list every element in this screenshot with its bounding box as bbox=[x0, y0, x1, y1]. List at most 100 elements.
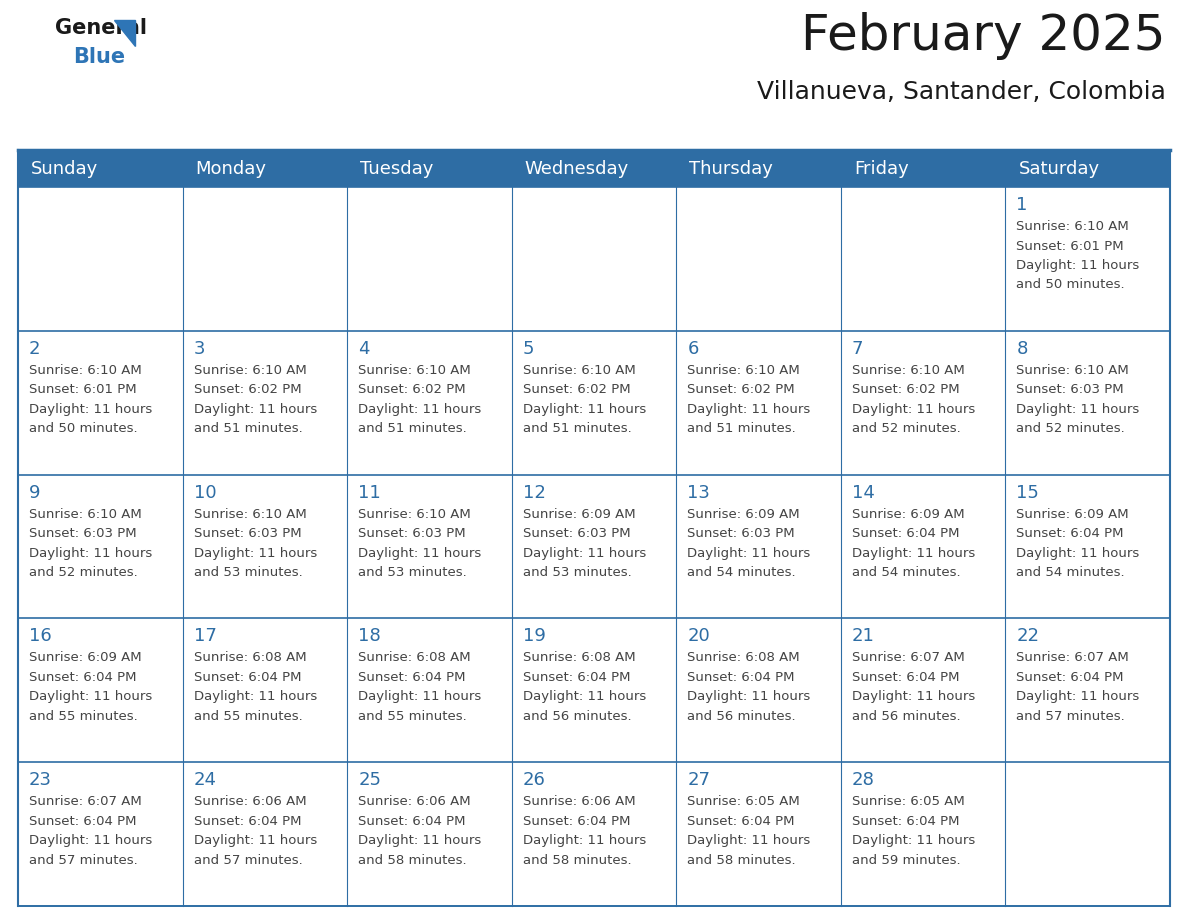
Bar bbox=[676, 187, 841, 330]
Text: and 56 minutes.: and 56 minutes. bbox=[688, 710, 796, 722]
Bar bbox=[1005, 187, 1170, 330]
Text: Daylight: 11 hours: Daylight: 11 hours bbox=[358, 546, 481, 560]
Text: and 50 minutes.: and 50 minutes. bbox=[29, 422, 138, 435]
Text: Sunset: 6:03 PM: Sunset: 6:03 PM bbox=[194, 527, 302, 540]
Bar bbox=[183, 330, 347, 475]
Text: and 58 minutes.: and 58 minutes. bbox=[523, 854, 631, 867]
Text: Sunset: 6:02 PM: Sunset: 6:02 PM bbox=[852, 384, 960, 397]
Text: Sunset: 6:03 PM: Sunset: 6:03 PM bbox=[29, 527, 137, 540]
Bar bbox=[18, 150, 1170, 187]
Text: Sunrise: 6:10 AM: Sunrise: 6:10 AM bbox=[29, 508, 141, 521]
Bar bbox=[512, 619, 676, 762]
Text: Monday: Monday bbox=[196, 160, 266, 177]
Text: Daylight: 11 hours: Daylight: 11 hours bbox=[194, 546, 317, 560]
Text: 20: 20 bbox=[688, 627, 710, 645]
Text: Daylight: 11 hours: Daylight: 11 hours bbox=[29, 546, 152, 560]
Text: Friday: Friday bbox=[854, 160, 909, 177]
Text: and 53 minutes.: and 53 minutes. bbox=[523, 566, 632, 579]
Text: and 59 minutes.: and 59 minutes. bbox=[852, 854, 960, 867]
Text: 7: 7 bbox=[852, 340, 864, 358]
Text: Daylight: 11 hours: Daylight: 11 hours bbox=[29, 403, 152, 416]
Text: Sunset: 6:02 PM: Sunset: 6:02 PM bbox=[358, 384, 466, 397]
Text: Daylight: 11 hours: Daylight: 11 hours bbox=[358, 690, 481, 703]
Bar bbox=[841, 330, 1005, 475]
Text: Sunset: 6:04 PM: Sunset: 6:04 PM bbox=[29, 671, 137, 684]
Text: Sunrise: 6:10 AM: Sunrise: 6:10 AM bbox=[852, 364, 965, 376]
Bar bbox=[841, 619, 1005, 762]
Bar bbox=[183, 187, 347, 330]
Text: Sunrise: 6:07 AM: Sunrise: 6:07 AM bbox=[852, 652, 965, 665]
Text: Daylight: 11 hours: Daylight: 11 hours bbox=[194, 403, 317, 416]
Text: and 55 minutes.: and 55 minutes. bbox=[358, 710, 467, 722]
Text: and 58 minutes.: and 58 minutes. bbox=[688, 854, 796, 867]
Text: 19: 19 bbox=[523, 627, 545, 645]
Text: Daylight: 11 hours: Daylight: 11 hours bbox=[194, 834, 317, 847]
Text: Sunset: 6:04 PM: Sunset: 6:04 PM bbox=[852, 671, 960, 684]
Text: and 55 minutes.: and 55 minutes. bbox=[29, 710, 138, 722]
Text: Sunrise: 6:10 AM: Sunrise: 6:10 AM bbox=[29, 364, 141, 376]
Text: Sunset: 6:03 PM: Sunset: 6:03 PM bbox=[358, 527, 466, 540]
Text: and 54 minutes.: and 54 minutes. bbox=[688, 566, 796, 579]
Text: Sunrise: 6:10 AM: Sunrise: 6:10 AM bbox=[688, 364, 800, 376]
Bar bbox=[18, 330, 183, 475]
Text: and 58 minutes.: and 58 minutes. bbox=[358, 854, 467, 867]
Text: Sunrise: 6:09 AM: Sunrise: 6:09 AM bbox=[29, 652, 141, 665]
Text: Daylight: 11 hours: Daylight: 11 hours bbox=[688, 834, 810, 847]
Text: 5: 5 bbox=[523, 340, 535, 358]
Text: Sunrise: 6:05 AM: Sunrise: 6:05 AM bbox=[852, 795, 965, 808]
Bar bbox=[841, 475, 1005, 619]
Text: Daylight: 11 hours: Daylight: 11 hours bbox=[852, 403, 975, 416]
Text: 27: 27 bbox=[688, 771, 710, 789]
Text: Sunset: 6:03 PM: Sunset: 6:03 PM bbox=[688, 527, 795, 540]
Text: 8: 8 bbox=[1017, 340, 1028, 358]
Bar bbox=[1005, 619, 1170, 762]
Text: Sunset: 6:02 PM: Sunset: 6:02 PM bbox=[688, 384, 795, 397]
Bar bbox=[18, 475, 183, 619]
Text: 12: 12 bbox=[523, 484, 545, 501]
Bar bbox=[18, 187, 183, 330]
Bar bbox=[676, 475, 841, 619]
Text: Sunset: 6:01 PM: Sunset: 6:01 PM bbox=[1017, 240, 1124, 252]
Text: 4: 4 bbox=[358, 340, 369, 358]
Text: and 57 minutes.: and 57 minutes. bbox=[29, 854, 138, 867]
Bar bbox=[347, 762, 512, 906]
Bar bbox=[347, 330, 512, 475]
Text: 1: 1 bbox=[1017, 196, 1028, 214]
Text: Sunrise: 6:06 AM: Sunrise: 6:06 AM bbox=[523, 795, 636, 808]
Text: Sunrise: 6:08 AM: Sunrise: 6:08 AM bbox=[688, 652, 800, 665]
Text: Daylight: 11 hours: Daylight: 11 hours bbox=[688, 690, 810, 703]
Text: 28: 28 bbox=[852, 771, 874, 789]
Text: Sunset: 6:02 PM: Sunset: 6:02 PM bbox=[194, 384, 302, 397]
Text: Sunset: 6:03 PM: Sunset: 6:03 PM bbox=[523, 527, 631, 540]
Text: Sunrise: 6:10 AM: Sunrise: 6:10 AM bbox=[1017, 220, 1129, 233]
Text: Daylight: 11 hours: Daylight: 11 hours bbox=[29, 690, 152, 703]
Bar bbox=[1005, 330, 1170, 475]
Text: Daylight: 11 hours: Daylight: 11 hours bbox=[523, 834, 646, 847]
Text: Sunset: 6:02 PM: Sunset: 6:02 PM bbox=[523, 384, 631, 397]
Text: 11: 11 bbox=[358, 484, 381, 501]
Text: Sunrise: 6:08 AM: Sunrise: 6:08 AM bbox=[358, 652, 470, 665]
Text: 13: 13 bbox=[688, 484, 710, 501]
Text: 25: 25 bbox=[358, 771, 381, 789]
Text: Sunset: 6:01 PM: Sunset: 6:01 PM bbox=[29, 384, 137, 397]
Bar bbox=[183, 619, 347, 762]
Text: Daylight: 11 hours: Daylight: 11 hours bbox=[1017, 259, 1139, 272]
Bar bbox=[347, 187, 512, 330]
Text: 6: 6 bbox=[688, 340, 699, 358]
Text: Sunrise: 6:06 AM: Sunrise: 6:06 AM bbox=[194, 795, 307, 808]
Text: and 57 minutes.: and 57 minutes. bbox=[1017, 710, 1125, 722]
Text: Sunrise: 6:09 AM: Sunrise: 6:09 AM bbox=[523, 508, 636, 521]
Text: Sunrise: 6:10 AM: Sunrise: 6:10 AM bbox=[194, 508, 307, 521]
Polygon shape bbox=[114, 19, 135, 46]
Text: Blue: Blue bbox=[72, 47, 125, 67]
Text: 14: 14 bbox=[852, 484, 874, 501]
Text: 26: 26 bbox=[523, 771, 545, 789]
Text: Sunset: 6:04 PM: Sunset: 6:04 PM bbox=[29, 814, 137, 828]
Bar bbox=[183, 762, 347, 906]
Text: 24: 24 bbox=[194, 771, 216, 789]
Text: and 53 minutes.: and 53 minutes. bbox=[194, 566, 302, 579]
Text: Thursday: Thursday bbox=[689, 160, 773, 177]
Text: and 56 minutes.: and 56 minutes. bbox=[852, 710, 960, 722]
Text: Sunrise: 6:08 AM: Sunrise: 6:08 AM bbox=[523, 652, 636, 665]
Text: Daylight: 11 hours: Daylight: 11 hours bbox=[523, 546, 646, 560]
